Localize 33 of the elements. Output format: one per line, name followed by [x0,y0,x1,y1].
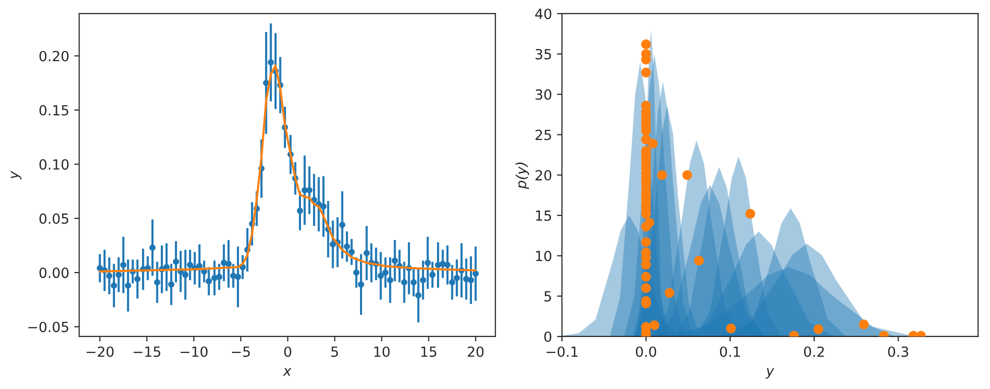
x-tick-label: −20 [86,346,114,357]
y-tick-label: 15 [536,210,552,221]
y-tick-label: 0.05 [39,213,68,224]
x-tick-label: −15 [134,346,160,357]
x-tick-label: 15 [421,346,436,357]
y-tick-label: 10 [536,250,552,262]
x-tick-label: −10 [180,346,208,357]
x-tick-label: 5 [331,346,338,357]
x-tick-label: 0.0 [636,346,656,357]
y-tick-label: 30 [536,89,552,100]
y-tick-label: 20 [536,170,552,181]
x-axis-title: y [766,368,774,379]
y-tick-label: 0.15 [39,105,68,116]
x-tick-label: 0 [284,346,292,357]
y-tick-label: −0.05 [28,322,68,332]
y-tick-label: 5 [544,291,552,302]
y-tick-label: 35 [536,48,552,60]
y-axis-title: y [10,170,22,180]
y-tick-label: 0 [544,331,552,342]
y-axis-title: p(y) [516,162,529,190]
y-tick-label: 0.00 [39,268,69,278]
y-tick-label: 0.10 [39,159,69,170]
x-tick-label: 0.3 [888,346,908,357]
x-tick-label: −0.1 [546,346,578,357]
x-tick-label: 0.1 [720,346,740,357]
y-tick-label: 0.20 [39,50,69,62]
y-tick-label: 25 [536,130,552,140]
x-axis-title: x [282,368,292,376]
x-tick-label: 20 [468,346,484,357]
y-tick-label: 40 [535,8,552,20]
x-tick-label: −5 [232,346,250,357]
x-tick-label: 0.2 [804,346,824,357]
x-tick-label: 10 [374,346,390,357]
